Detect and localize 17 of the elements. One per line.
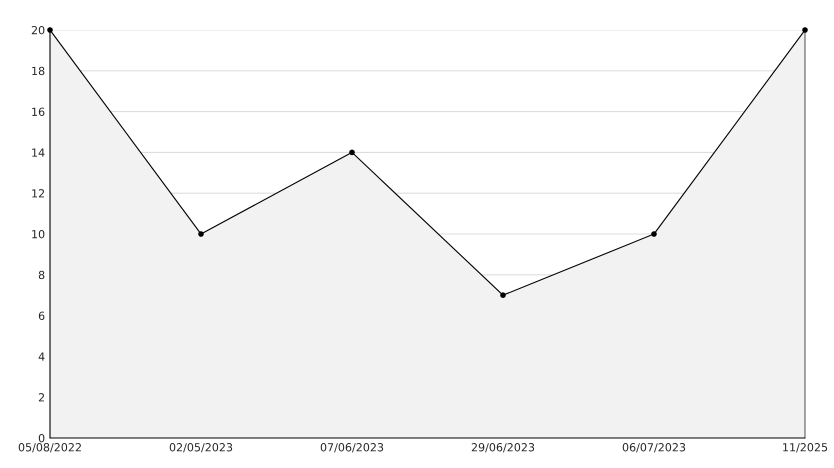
x-tick-label: 29/06/2023 xyxy=(472,443,534,452)
x-tick-label: 07/06/2023 xyxy=(320,443,384,452)
y-tick-label: 8 xyxy=(38,270,44,280)
y-tick-label: 6 xyxy=(38,312,44,320)
y-tick-label: 2 xyxy=(38,393,44,402)
y-tick-label: 20 xyxy=(32,26,44,34)
y-tick-label: 12 xyxy=(32,189,44,198)
x-tick-label: 06/07/2023 xyxy=(622,443,686,452)
y-tick-label: 16 xyxy=(32,108,44,116)
y-tick-label: 14 xyxy=(32,148,45,157)
x-tick-label: 05/08/2022 xyxy=(18,443,81,452)
y-tick-label: 0 xyxy=(38,434,44,442)
y-tick-label: 4 xyxy=(38,352,45,361)
y-tick-label: 18 xyxy=(32,66,44,76)
y-tick-label: 10 xyxy=(32,230,44,238)
x-tick-label: 11/2025 xyxy=(783,443,828,452)
x-tick-label: 02/05/2023 xyxy=(170,443,232,452)
